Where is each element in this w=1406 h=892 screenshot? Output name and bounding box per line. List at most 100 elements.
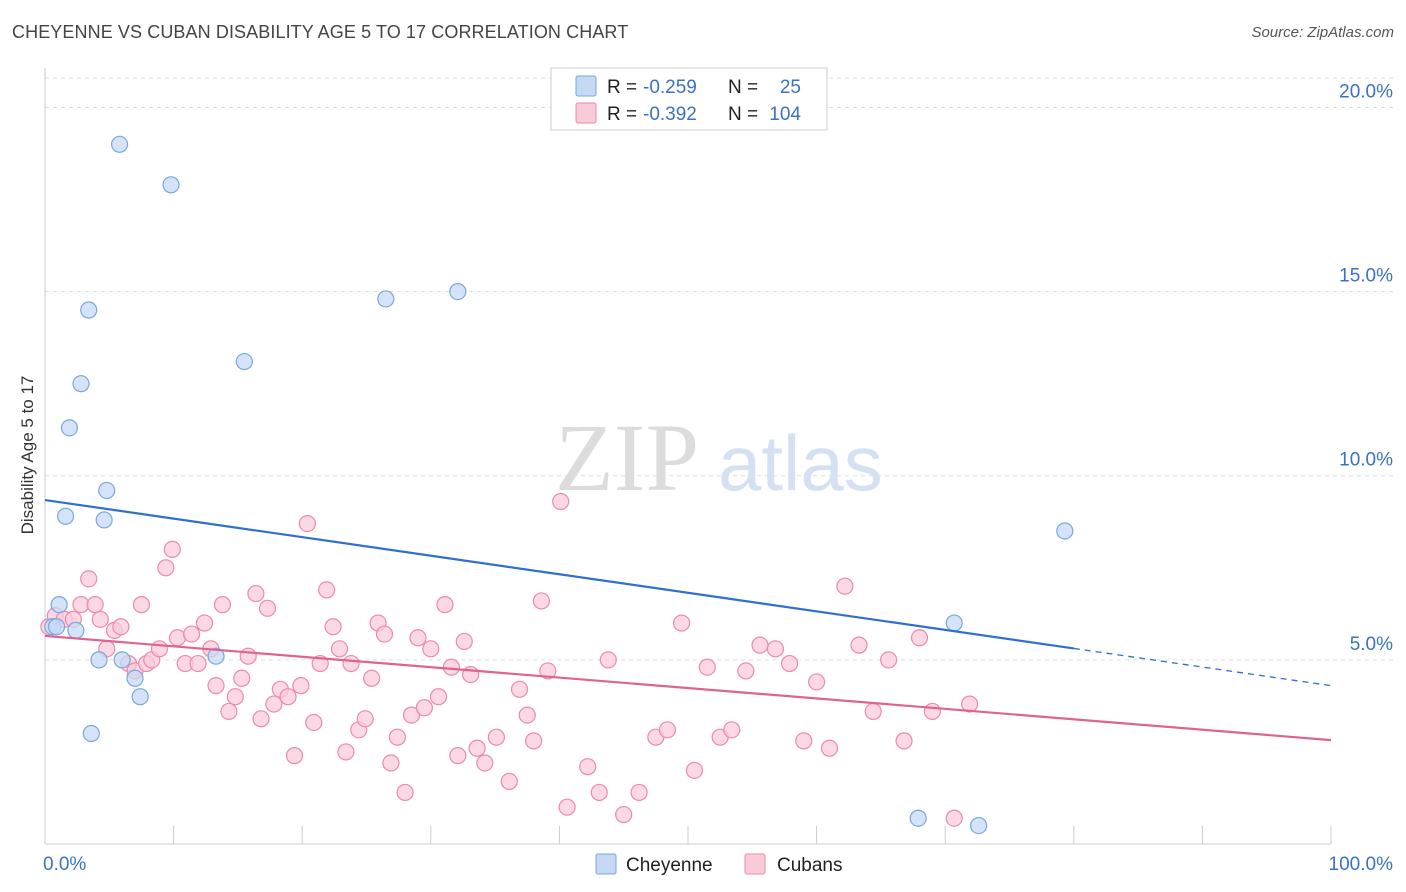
- cubans-point: [850, 636, 868, 654]
- cubans-point: [500, 772, 518, 790]
- cubans-point: [298, 515, 316, 533]
- cheyenne-trend-extension: [1073, 647, 1332, 687]
- cubans-point: [910, 629, 929, 647]
- stats-legend-box: [550, 67, 828, 131]
- cubans-point: [247, 584, 265, 603]
- cubans-n-value: 104: [769, 104, 801, 125]
- cubans-point: [630, 783, 648, 802]
- cubans-point: [590, 783, 608, 802]
- legend-cheyenne-label: Cheyenne: [626, 855, 713, 876]
- cubans-point: [468, 739, 486, 757]
- cubans-point: [195, 614, 214, 632]
- cheyenne-point: [82, 724, 100, 743]
- cubans-point: [599, 651, 617, 669]
- cubans-point: [795, 732, 813, 750]
- cubans-point: [422, 640, 440, 658]
- cubans-point: [132, 596, 151, 614]
- cubans-point: [382, 754, 400, 772]
- cubans-n-label: N =: [728, 104, 758, 125]
- cubans-point: [80, 570, 98, 588]
- axes: 5.0% 10.0% 15.0% 20.0% 0.0% 100.0%: [43, 68, 1393, 875]
- cheyenne-point: [126, 669, 144, 687]
- cubans-point: [356, 710, 374, 728]
- cubans-point: [388, 728, 406, 746]
- watermark: ZIP atlas: [555, 404, 883, 511]
- cubans-point: [552, 492, 570, 511]
- cubans-point: [318, 581, 336, 599]
- x-tick-label-max: 100.0%: [1329, 854, 1394, 875]
- cubans-point: [476, 754, 494, 772]
- watermark-zip: ZIP: [555, 404, 699, 511]
- cubans-point: [189, 654, 207, 673]
- cheyenne-point: [98, 481, 116, 500]
- cheyenne-points: [44, 135, 1074, 835]
- cubans-point: [766, 640, 785, 658]
- cubans-point: [961, 695, 979, 713]
- cubans-point: [672, 614, 691, 632]
- cubans-point: [579, 758, 597, 776]
- cheyenne-point: [162, 176, 180, 194]
- cubans-point: [442, 658, 460, 676]
- cubans-point: [836, 577, 854, 595]
- cheyenne-point: [970, 816, 988, 835]
- cubans-point: [820, 739, 839, 757]
- cubans-point: [396, 783, 414, 802]
- cheyenne-point: [131, 688, 149, 706]
- cubans-point: [330, 640, 349, 658]
- cubans-point: [807, 673, 826, 691]
- cubans-point: [305, 713, 323, 732]
- cubans-point: [183, 625, 201, 643]
- cubans-point: [239, 647, 257, 665]
- cubans-point: [751, 636, 769, 654]
- cubans-point: [737, 662, 755, 680]
- cubans-point: [615, 805, 633, 824]
- cheyenne-r-value: -0.259: [643, 77, 697, 98]
- cheyenne-point: [207, 647, 225, 665]
- cubans-r-label: R =: [607, 104, 637, 125]
- cubans-point: [685, 761, 704, 779]
- cubans-point: [265, 695, 283, 713]
- cheyenne-point: [110, 135, 129, 153]
- cheyenne-point: [50, 596, 68, 614]
- cheyenne-point: [449, 282, 467, 301]
- cubans-point: [342, 654, 360, 673]
- cubans-point: [337, 743, 355, 761]
- cheyenne-point: [945, 614, 963, 632]
- cheyenne-r-label: R =: [607, 77, 637, 98]
- cubans-point: [864, 702, 882, 721]
- legend-cubans-swatch: [744, 853, 766, 875]
- cheyenne-point: [377, 290, 395, 308]
- cubans-point: [324, 618, 342, 636]
- cubans-swatch: [575, 102, 597, 124]
- y-tick-label: 10.0%: [1339, 450, 1393, 471]
- cubans-point: [539, 662, 557, 680]
- cubans-r-value: -0.392: [643, 104, 697, 125]
- cubans-point: [510, 680, 529, 698]
- cubans-point: [658, 721, 677, 739]
- cheyenne-point: [80, 301, 98, 319]
- y-tick-label: 15.0%: [1339, 266, 1393, 287]
- cubans-point: [279, 688, 297, 706]
- cubans-point: [780, 654, 799, 673]
- cheyenne-point: [90, 651, 108, 669]
- cubans-point: [233, 669, 251, 687]
- cubans-point: [207, 677, 225, 695]
- cheyenne-trend-line: [44, 498, 1074, 650]
- cubans-point: [157, 559, 175, 577]
- cheyenne-n-value: 25: [780, 77, 801, 98]
- cheyenne-point: [60, 419, 79, 437]
- cubans-point: [226, 688, 244, 706]
- cheyenne-point: [95, 511, 113, 529]
- cubans-trend-line: [44, 634, 1332, 742]
- cheyenne-point: [56, 507, 75, 525]
- y-tick-label: 5.0%: [1350, 634, 1393, 655]
- cubans-point: [525, 732, 543, 750]
- cheyenne-point: [235, 352, 253, 371]
- cubans-point: [375, 625, 394, 643]
- cubans-point: [415, 699, 433, 717]
- cubans-point: [487, 728, 505, 746]
- x-tick-label-min: 0.0%: [43, 854, 86, 875]
- cubans-point: [86, 596, 104, 614]
- cubans-point: [895, 732, 913, 750]
